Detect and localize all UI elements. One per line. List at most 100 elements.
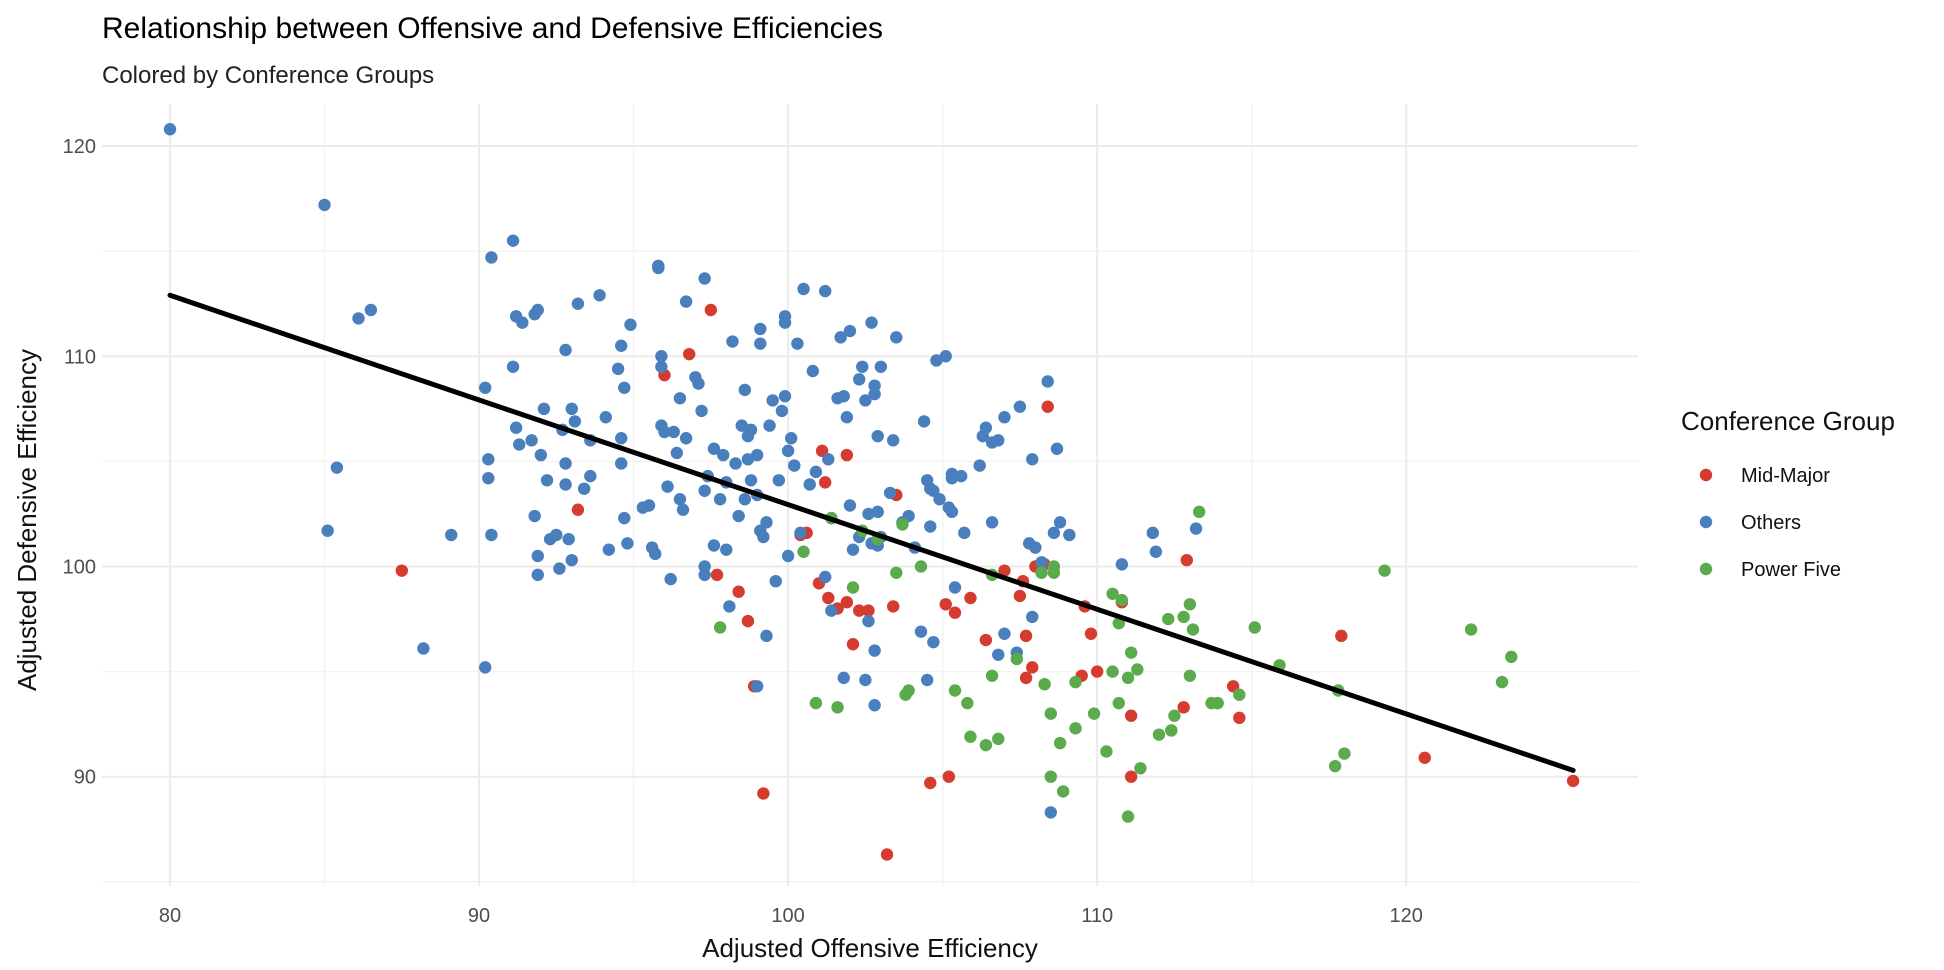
point-others <box>707 539 721 552</box>
point-others <box>930 354 943 367</box>
point-others <box>664 572 677 586</box>
point-others <box>933 493 946 506</box>
point-others <box>883 486 897 500</box>
point-mid-major <box>840 448 854 462</box>
legend-label-mid-major: Mid-Major <box>1741 465 1830 487</box>
point-others <box>602 543 616 556</box>
point-others <box>757 530 770 544</box>
point-others <box>744 423 758 437</box>
point-others <box>859 673 872 687</box>
point-mid-major <box>741 614 755 628</box>
point-others <box>531 303 544 317</box>
point-others <box>760 629 773 643</box>
point-others <box>822 453 835 466</box>
point-others <box>445 528 458 542</box>
point-others <box>784 432 798 445</box>
point-others <box>843 499 857 512</box>
point-others <box>791 337 804 350</box>
point-mid-major <box>862 604 875 617</box>
legend-key-others <box>1699 515 1713 529</box>
point-others <box>738 493 752 506</box>
point-others <box>658 425 671 439</box>
point-others <box>364 303 378 317</box>
point-power-five <box>797 545 810 558</box>
point-others <box>868 699 881 712</box>
point-power-five <box>1183 669 1197 682</box>
point-power-five <box>1115 593 1129 607</box>
point-power-five <box>1165 724 1178 737</box>
chart-subtitle: Colored by Conference Groups <box>102 62 434 89</box>
point-power-five <box>1100 745 1113 758</box>
point-others <box>809 465 823 479</box>
point-others <box>924 520 937 533</box>
point-power-five <box>1131 663 1144 676</box>
point-others <box>618 511 631 525</box>
point-others <box>797 282 810 296</box>
point-others <box>695 404 708 418</box>
point-others <box>479 381 492 394</box>
point-power-five <box>1087 707 1101 720</box>
point-others <box>506 360 520 373</box>
point-others <box>778 389 792 403</box>
point-mid-major <box>1233 711 1246 725</box>
point-mid-major <box>886 600 900 613</box>
point-others <box>528 509 541 523</box>
minor-gridlines <box>102 104 1638 886</box>
point-mid-major <box>822 591 835 605</box>
point-others <box>584 469 597 483</box>
point-others <box>1047 526 1061 540</box>
point-others <box>692 377 705 390</box>
point-others <box>794 526 807 540</box>
point-others <box>593 289 606 302</box>
point-others <box>479 661 492 674</box>
point-power-five <box>831 701 844 714</box>
point-others <box>763 419 776 432</box>
point-power-five <box>1152 728 1166 741</box>
point-power-five <box>1233 688 1246 701</box>
x-tick-label: 100 <box>771 905 804 927</box>
point-power-five <box>979 738 993 752</box>
point-power-five <box>1121 671 1135 685</box>
point-power-five <box>992 732 1005 746</box>
point-mid-major <box>704 303 718 317</box>
point-others <box>649 547 662 561</box>
point-others <box>670 446 684 460</box>
point-others <box>775 404 789 418</box>
point-others <box>1149 545 1163 558</box>
point-others <box>716 448 730 462</box>
legend-title: Conference Group <box>1681 406 1895 436</box>
point-power-five <box>1211 696 1224 710</box>
point-others <box>750 680 764 693</box>
legend-key-mid-major <box>1699 468 1713 482</box>
point-others <box>868 644 881 657</box>
y-axis-ticks: 90 100 110 120 <box>63 136 96 789</box>
y-tick-label: 90 <box>74 767 96 789</box>
point-mid-major <box>840 596 854 609</box>
point-power-five <box>1044 770 1057 783</box>
point-power-five <box>1378 564 1391 577</box>
legend: Conference Group Mid-Major Others Power Fi… <box>1681 406 1895 581</box>
point-others <box>778 316 792 329</box>
point-others <box>1026 610 1039 624</box>
point-others <box>973 459 986 472</box>
chart-title: Relationship between Offensive and Defen… <box>102 12 883 45</box>
point-others <box>559 457 572 470</box>
point-mid-major <box>924 776 937 790</box>
point-power-five <box>1044 707 1057 720</box>
point-others <box>954 469 968 483</box>
point-others <box>1029 541 1042 554</box>
point-mid-major <box>683 347 696 361</box>
y-tick-label: 120 <box>63 136 96 158</box>
point-others <box>318 198 331 212</box>
point-others <box>1041 375 1054 388</box>
point-power-five <box>1183 598 1197 611</box>
point-others <box>914 625 928 638</box>
point-others <box>806 364 820 378</box>
point-others <box>992 434 1005 447</box>
point-others <box>766 394 779 407</box>
point-power-five <box>1069 722 1082 735</box>
point-others <box>781 549 795 563</box>
point-others <box>998 627 1011 640</box>
point-others <box>723 600 736 613</box>
